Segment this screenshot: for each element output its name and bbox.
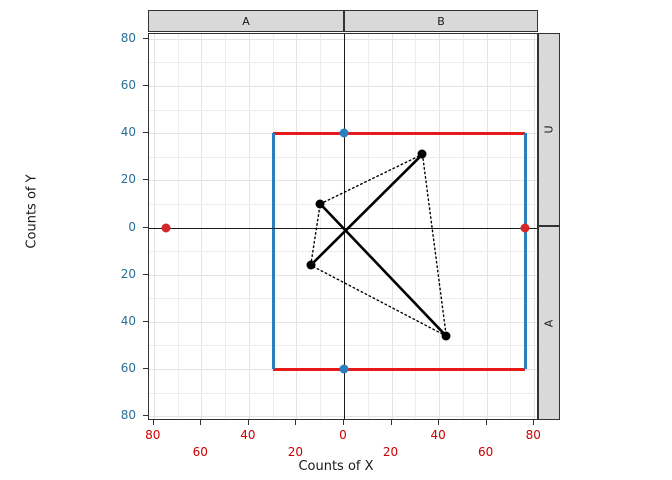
y-tick-mark [143,84,148,86]
x-tick-label: 0 [339,428,347,442]
y-tick-label: 20 [120,266,136,281]
facet-strip-right-u: U [538,33,560,226]
gridline-vertical-minor [510,34,512,419]
x-tick-mark [295,420,297,425]
gridline-horizontal-minor [149,156,537,158]
gridline-vertical [439,34,441,419]
gridline-horizontal [149,321,537,323]
gridline-horizontal-minor [149,62,537,64]
gridline-horizontal [149,180,537,182]
gridline-horizontal-minor [149,298,537,300]
x-tick-label: 20 [287,445,304,459]
facet-strip-top-a-label: A [242,14,250,28]
dotted-polygon-edge [310,203,321,266]
dotted-polygon-edge [421,153,447,337]
x-tick-mark [485,420,487,425]
data-point [339,364,349,374]
gridline-vertical [153,34,155,419]
data-point [339,128,349,138]
x-tick-label: 20 [382,445,399,459]
y-tick-mark [143,320,148,322]
reference-box-left [271,133,275,370]
y-tick-label: 60 [120,361,136,376]
y-tick-mark [143,368,148,370]
x-tick-mark [247,420,249,425]
x-tick-label: 40 [240,428,256,442]
facet-strip-right-a: A [538,226,560,420]
y-tick-label: 80 [120,30,136,45]
y-tick-label: 20 [120,172,136,187]
dotted-polygon-edge [319,153,424,205]
y-tick-label: 40 [120,313,136,328]
diagonal-segment [309,153,424,267]
facet-strip-top-a: A [148,10,344,32]
x-tick-mark [152,420,154,425]
gridline-vertical [534,34,536,419]
reference-box-bottom [272,368,525,372]
x-tick-mark [390,420,392,425]
x-zero-axis-line [344,34,345,419]
y-tick-mark [143,226,148,228]
x-tick-mark [200,420,202,425]
gridline-vertical-minor [225,34,227,419]
y-tick-label: 0 [128,219,136,234]
connector-lines [309,153,448,337]
y-tick-mark [143,415,148,417]
gridline-horizontal-minor [149,203,537,205]
y-tick-mark [143,179,148,181]
plot-panel [148,33,538,420]
gridline-horizontal [149,274,537,276]
data-point [306,260,316,270]
gridline-horizontal [149,38,537,40]
gridline-vertical [201,34,203,419]
gridline-vertical [296,34,298,419]
data-point [161,223,171,232]
y-tick-mark [143,273,148,275]
data-point [441,331,451,341]
x-tick-mark [343,420,344,425]
x-axis-title: Counts of X [298,459,374,474]
reference-box-right [523,133,527,370]
y-axis-title: Counts of Y [24,174,40,249]
reference-box-top [272,132,525,136]
gridline-horizontal-minor [149,345,537,347]
y-tick-label: 60 [120,77,136,92]
y-tick-label: 80 [120,408,136,423]
facet-strip-top-b-label: B [437,14,445,28]
facet-strip-top-b: B [344,10,538,32]
gridline-horizontal-minor [149,392,537,394]
x-tick-label: 80 [145,428,161,442]
gridline-vertical-minor [367,34,369,419]
gridline-vertical [248,34,250,419]
y-tick-mark [143,37,148,39]
gridline-horizontal [149,85,537,87]
data-point [520,223,530,232]
facet-strip-right-u-label: U [542,125,556,134]
data-point [315,199,325,209]
dotted-polygon-edge [310,264,447,337]
diagonal-segment [319,203,448,337]
y-axis: 80 60 40 20 0 20 40 60 80 [0,0,148,480]
x-tick-label: 60 [478,445,494,459]
x-tick-mark [438,420,440,425]
gridline-horizontal-minor [149,251,537,253]
y-tick-label: 40 [120,125,136,140]
x-tick-mark [533,420,535,425]
gridline-vertical-minor [320,34,322,419]
gridline-vertical [391,34,393,419]
gridline-vertical-minor [177,34,179,419]
x-axis: 80 60 40 20 0 20 40 60 80 [0,420,672,480]
x-tick-label: 40 [430,428,446,442]
y-tick-mark [143,132,148,134]
x-tick-label: 60 [192,445,208,459]
data-point [417,149,427,159]
facet-strip-right-a-label: A [542,319,556,327]
gridline-vertical [486,34,488,419]
x-tick-label: 80 [525,428,541,442]
gridline-vertical-minor [415,34,417,419]
gridline-horizontal [149,416,537,418]
gridline-vertical-minor [462,34,464,419]
gridline-horizontal-minor [149,109,537,111]
